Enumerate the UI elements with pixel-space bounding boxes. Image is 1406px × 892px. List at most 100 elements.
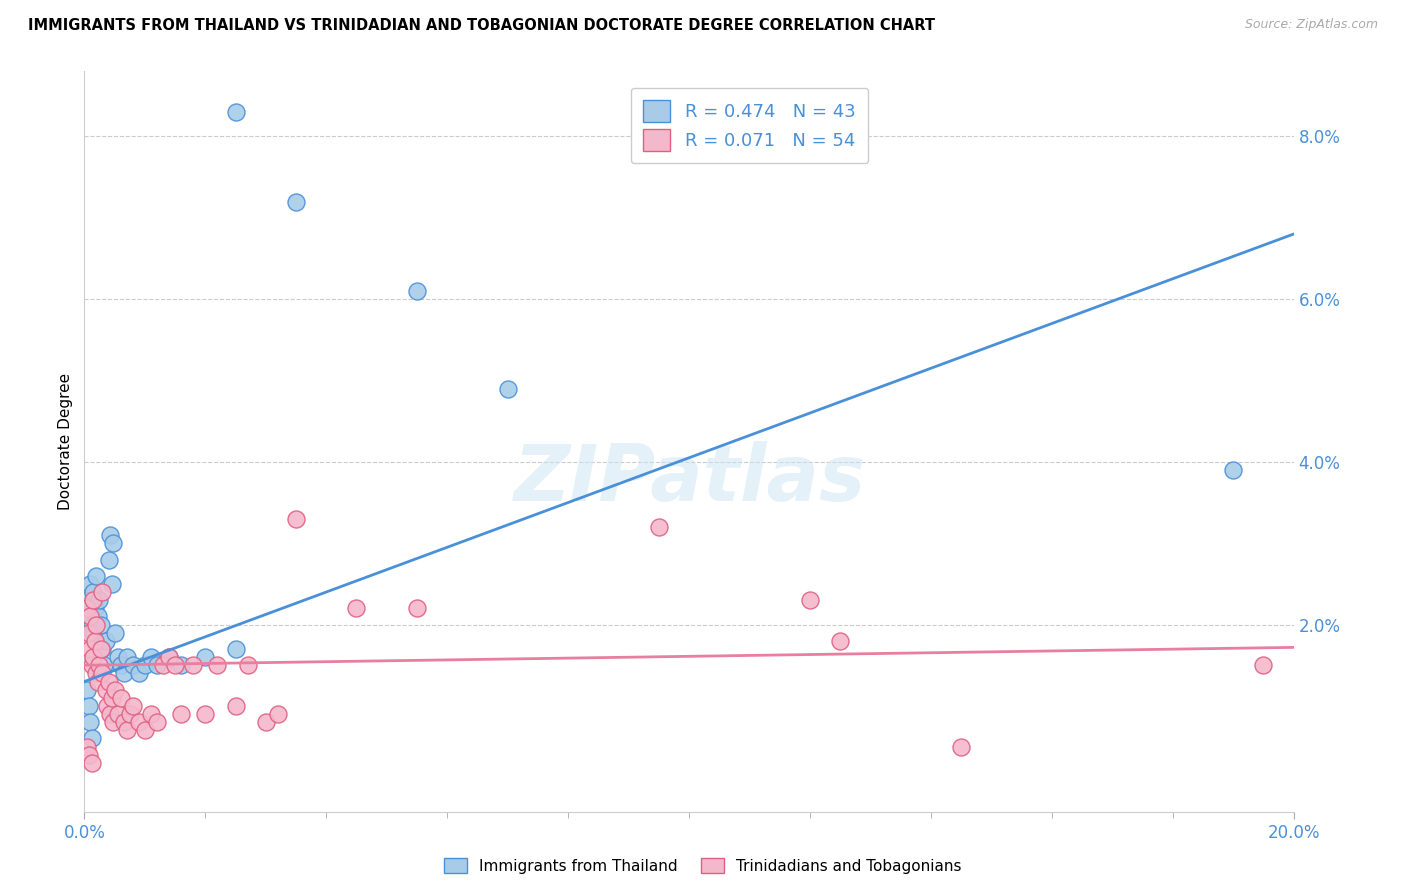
Point <box>89 593 111 607</box>
Point <box>76 593 98 607</box>
Point <box>267 707 290 722</box>
Point <box>80 617 103 632</box>
Point <box>115 650 138 665</box>
Point <box>121 658 143 673</box>
Point <box>80 658 103 673</box>
Point <box>225 642 247 657</box>
Point <box>97 552 120 566</box>
Point <box>110 658 132 673</box>
Point <box>112 715 135 730</box>
Point <box>80 731 103 746</box>
Point <box>89 658 111 673</box>
Point <box>115 723 138 738</box>
Point <box>406 601 429 615</box>
Point <box>165 658 187 673</box>
Point <box>76 682 98 697</box>
Point <box>346 601 368 615</box>
Point <box>225 105 247 120</box>
Point <box>110 690 132 705</box>
Point <box>107 650 129 665</box>
Point <box>121 698 143 713</box>
Point <box>97 674 120 689</box>
Point <box>98 528 121 542</box>
Point <box>91 666 114 681</box>
Point <box>77 747 100 762</box>
Point <box>170 658 193 673</box>
Point <box>84 601 107 615</box>
Point <box>90 617 112 632</box>
Point <box>236 658 259 673</box>
Point <box>112 666 135 681</box>
Point <box>128 715 150 730</box>
Point <box>91 642 114 657</box>
Text: IMMIGRANTS FROM THAILAND VS TRINIDADIAN AND TOBAGONIAN DOCTORATE DEGREE CORRELAT: IMMIGRANTS FROM THAILAND VS TRINIDADIAN … <box>28 18 935 33</box>
Point <box>134 723 156 738</box>
Point <box>799 593 821 607</box>
Point <box>103 536 125 550</box>
Point <box>194 707 217 722</box>
Point <box>1253 658 1275 673</box>
Point <box>830 633 852 648</box>
Point <box>118 707 141 722</box>
Point <box>648 520 671 534</box>
Point <box>139 650 162 665</box>
Point <box>104 625 127 640</box>
Point <box>157 650 180 665</box>
Point <box>104 682 127 697</box>
Point <box>103 715 125 730</box>
Point <box>79 609 101 624</box>
Point <box>79 715 101 730</box>
Point <box>157 650 180 665</box>
Point <box>76 601 98 615</box>
Point <box>128 666 150 681</box>
Point <box>86 666 108 681</box>
Point <box>406 284 429 298</box>
Point <box>146 715 169 730</box>
Point <box>82 625 104 640</box>
Point <box>225 698 247 713</box>
Point <box>496 382 519 396</box>
Point <box>207 658 229 673</box>
Point <box>86 633 108 648</box>
Point <box>82 650 104 665</box>
Point <box>77 625 100 640</box>
Point <box>194 650 217 665</box>
Point <box>76 739 98 754</box>
Point <box>94 682 117 697</box>
Point <box>82 593 104 607</box>
Point <box>98 707 121 722</box>
Point <box>77 609 100 624</box>
Point <box>146 658 169 673</box>
Point <box>285 194 308 209</box>
Point <box>100 577 122 591</box>
Point <box>86 568 108 582</box>
Point <box>79 577 101 591</box>
Text: Source: ZipAtlas.com: Source: ZipAtlas.com <box>1244 18 1378 31</box>
Text: ZIPatlas: ZIPatlas <box>513 441 865 516</box>
Point <box>139 707 162 722</box>
Point <box>107 707 129 722</box>
Point <box>134 658 156 673</box>
Point <box>181 658 204 673</box>
Point <box>152 658 174 673</box>
Point <box>86 609 108 624</box>
Point <box>91 585 114 599</box>
Point <box>80 756 103 770</box>
Point <box>285 512 308 526</box>
Point <box>86 617 108 632</box>
Point <box>254 715 277 730</box>
Y-axis label: Doctorate Degree: Doctorate Degree <box>58 373 73 510</box>
Point <box>170 707 193 722</box>
Point <box>90 642 112 657</box>
Point <box>84 633 107 648</box>
Point <box>1222 463 1244 477</box>
Legend: R = 0.474   N = 43, R = 0.071   N = 54: R = 0.474 N = 43, R = 0.071 N = 54 <box>631 87 868 163</box>
Legend: Immigrants from Thailand, Trinidadians and Tobagonians: Immigrants from Thailand, Trinidadians a… <box>439 852 967 880</box>
Point <box>79 642 101 657</box>
Point <box>93 658 115 673</box>
Point <box>86 674 108 689</box>
Point <box>100 690 122 705</box>
Point <box>950 739 973 754</box>
Point <box>79 601 101 615</box>
Point <box>77 698 100 713</box>
